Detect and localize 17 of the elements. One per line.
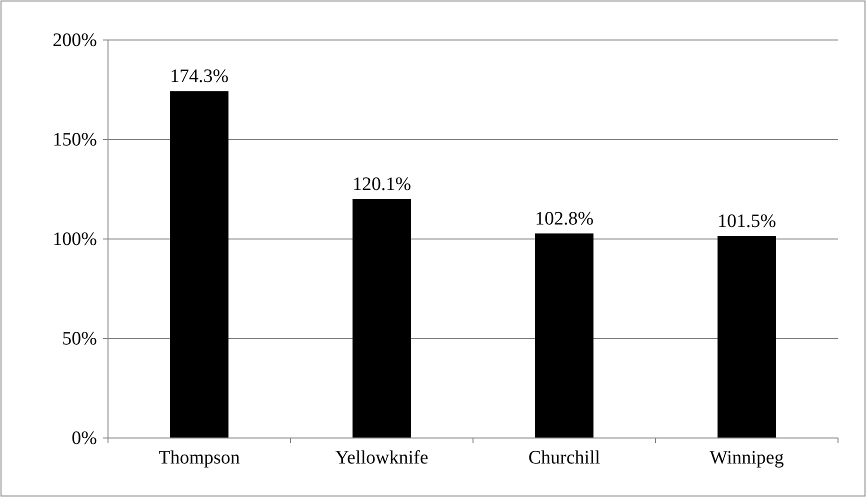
data-label: 101.5% — [717, 211, 776, 232]
y-tick-label: 50% — [62, 328, 98, 350]
y-tick-label: 150% — [52, 130, 98, 151]
bar — [718, 236, 776, 438]
y-tick-label: 200% — [52, 30, 98, 52]
x-tick-label: Yellowknife — [335, 447, 428, 468]
bar — [170, 91, 228, 438]
data-label: 120.1% — [352, 174, 412, 195]
y-tick-label: 100% — [52, 229, 98, 250]
data-label: 102.8% — [534, 208, 594, 230]
y-tick-label: 0% — [72, 428, 98, 450]
x-tick-label: Thompson — [158, 447, 240, 468]
data-label: 174.3% — [170, 66, 229, 88]
bar — [352, 199, 411, 438]
x-tick-label: Winnipeg — [710, 447, 784, 468]
bar — [535, 233, 594, 438]
x-tick-label: Churchill — [528, 447, 600, 468]
